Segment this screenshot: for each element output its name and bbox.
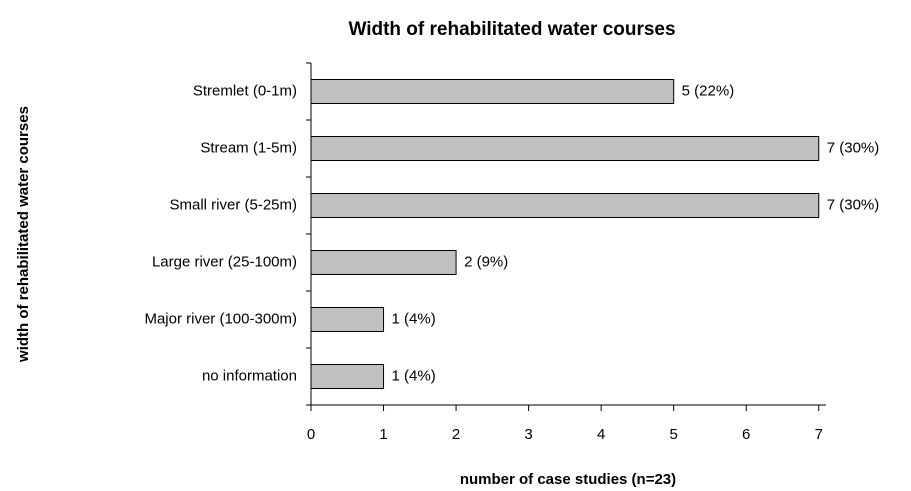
- bar: [310, 79, 675, 104]
- data-label: 7 (30%): [827, 196, 880, 213]
- data-label: 5 (22%): [682, 82, 735, 99]
- bar: [310, 250, 457, 275]
- bar: [310, 136, 820, 161]
- y-tick-label: Stremlet (0-1m): [193, 82, 297, 99]
- x-tick-label: 2: [452, 426, 460, 443]
- x-tick-label: 4: [597, 426, 605, 443]
- y-tick-label: Large river (25-100m): [152, 253, 297, 270]
- y-tick-label: no information: [202, 367, 297, 384]
- data-label: 2 (9%): [464, 253, 508, 270]
- x-tick-label: 7: [815, 426, 823, 443]
- x-tick-label: 1: [379, 426, 387, 443]
- chart-title: Width of rehabilitated water courses: [348, 19, 675, 40]
- x-axis-title: number of case studies (n=23): [460, 471, 676, 488]
- y-tick-label: Major river (100-300m): [144, 310, 297, 327]
- y-tick-label: Small river (5-25m): [169, 196, 297, 213]
- x-tick-label: 5: [670, 426, 678, 443]
- data-label: 1 (4%): [392, 367, 436, 384]
- bar: [310, 307, 385, 332]
- bar: [310, 364, 385, 389]
- y-axis-title: width of rehabilitated water courses: [15, 106, 32, 363]
- data-label: 1 (4%): [392, 310, 436, 327]
- x-tick-label: 6: [742, 426, 750, 443]
- bar: [310, 193, 820, 218]
- y-tick-label: Stream (1-5m): [200, 139, 297, 156]
- x-tick-label: 0: [307, 426, 315, 443]
- x-tick-label: 3: [524, 426, 532, 443]
- data-label: 7 (30%): [827, 139, 880, 156]
